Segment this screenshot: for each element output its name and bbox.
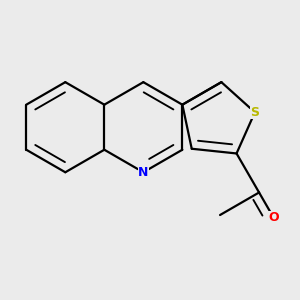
Text: O: O [268, 211, 279, 224]
Text: N: N [138, 166, 148, 179]
Text: S: S [250, 106, 260, 119]
